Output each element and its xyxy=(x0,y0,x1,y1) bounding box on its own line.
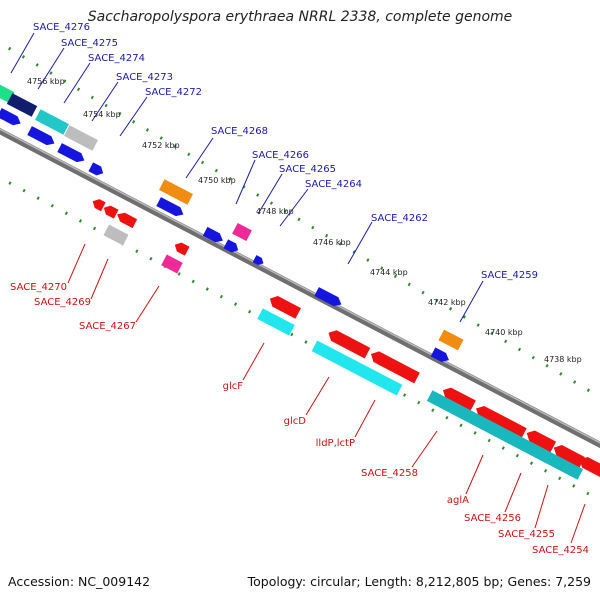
gene-arrow[interactable] xyxy=(551,442,585,468)
kbp-label: 4754 kbp xyxy=(83,110,121,119)
gene-label-lower[interactable]: glcD xyxy=(284,416,307,427)
gene-label-upper[interactable]: SACE_4268 xyxy=(211,126,268,137)
kbp-label: 4740 kbp xyxy=(485,328,523,337)
gene-arrow[interactable] xyxy=(27,126,56,148)
upper-gene-track xyxy=(0,81,464,364)
gene-label-lower[interactable]: SACE_4256 xyxy=(464,513,521,524)
kbp-label: 4742 kbp xyxy=(428,298,466,307)
gene-label-lower[interactable]: SACE_4267 xyxy=(79,321,136,332)
gene-arrow[interactable] xyxy=(368,349,420,384)
gene-label-upper[interactable]: SACE_4264 xyxy=(305,179,362,190)
gene-arrow[interactable] xyxy=(252,255,266,267)
upper-tick-track xyxy=(0,41,600,399)
gene-arrow[interactable] xyxy=(0,108,23,128)
gene-arrow[interactable] xyxy=(430,347,452,364)
gene-block[interactable] xyxy=(64,125,98,151)
gene-block[interactable] xyxy=(159,179,193,205)
gene-block[interactable] xyxy=(311,340,403,396)
gene-block[interactable] xyxy=(161,254,183,274)
gene-label-upper[interactable]: SACE_4259 xyxy=(481,270,538,281)
gene-label-upper[interactable]: SACE_4273 xyxy=(116,72,173,83)
gene-arrow[interactable] xyxy=(577,454,600,478)
gene-arrow[interactable] xyxy=(172,240,190,256)
gene-arrow[interactable] xyxy=(440,385,476,412)
accession-text: Accession: NC_009142 xyxy=(8,574,151,589)
kbp-label: 4752 kbp xyxy=(142,141,180,150)
gene-arrow[interactable] xyxy=(90,197,106,212)
gene-block[interactable] xyxy=(0,81,15,103)
gene-block[interactable] xyxy=(426,390,584,480)
gene-label-lower[interactable]: SACE_4269 xyxy=(34,297,91,308)
gene-arrow[interactable] xyxy=(115,210,138,229)
gene-arrow[interactable] xyxy=(156,197,185,219)
gene-block[interactable] xyxy=(438,329,464,351)
gene-label-upper[interactable]: SACE_4275 xyxy=(61,38,118,49)
lower-leader-lines xyxy=(67,243,586,544)
gene-label-upper[interactable]: SACE_4276 xyxy=(33,22,90,33)
gene-block[interactable] xyxy=(232,222,252,242)
gene-arrow[interactable] xyxy=(326,327,371,359)
gene-arrow[interactable] xyxy=(88,162,105,177)
gene-block[interactable] xyxy=(6,93,38,117)
kbp-label: 4750 kbp xyxy=(198,176,236,185)
gene-label-lower[interactable]: SACE_4255 xyxy=(498,529,555,540)
gene-block[interactable] xyxy=(103,224,129,246)
kbp-label: 4746 kbp xyxy=(313,238,351,247)
gene-label-lower[interactable]: lldP,lctP xyxy=(316,438,355,449)
gene-label-lower[interactable]: SACE_4270 xyxy=(10,282,67,293)
gene-label-lower[interactable]: glcF xyxy=(223,381,244,392)
kbp-label: 4756 kbp xyxy=(27,77,65,86)
gene-label-upper[interactable]: SACE_4266 xyxy=(252,150,309,161)
kbp-label: 4738 kbp xyxy=(544,355,582,364)
gene-arrow[interactable] xyxy=(314,287,343,309)
gene-arrow[interactable] xyxy=(57,143,86,165)
gene-label-upper[interactable]: SACE_4262 xyxy=(371,213,428,224)
gene-label-upper[interactable]: SACE_4272 xyxy=(145,87,202,98)
kbp-label: 4748 kbp xyxy=(256,207,294,216)
lower-tick-track xyxy=(0,175,600,502)
gene-label-lower[interactable]: SACE_4254 xyxy=(532,545,589,556)
gene-label-upper[interactable]: SACE_4265 xyxy=(279,164,336,175)
upper-leader-lines xyxy=(10,32,484,323)
gene-arrow[interactable] xyxy=(473,403,527,439)
gene-label-upper[interactable]: SACE_4274 xyxy=(88,53,145,64)
gene-arrow[interactable] xyxy=(223,239,240,254)
backbone-line xyxy=(0,127,600,449)
gene-arrow[interactable] xyxy=(267,293,301,319)
gene-arrow[interactable] xyxy=(524,428,557,453)
gene-label-lower[interactable]: SACE_4258 xyxy=(361,468,418,479)
kbp-label: 4744 kbp xyxy=(370,268,408,277)
gene-label-lower[interactable]: aglA xyxy=(447,495,469,506)
lower-gene-track xyxy=(90,197,600,480)
gene-arrow[interactable] xyxy=(101,203,119,219)
gene-block[interactable] xyxy=(257,308,295,336)
genome-title: Saccharopolyspora erythraea NRRL 2338, c… xyxy=(87,9,513,25)
gene-block[interactable] xyxy=(35,109,69,135)
gene-arrow[interactable] xyxy=(202,226,225,245)
genome-summary-text: Topology: circular; Length: 8,212,805 bp… xyxy=(247,574,591,589)
